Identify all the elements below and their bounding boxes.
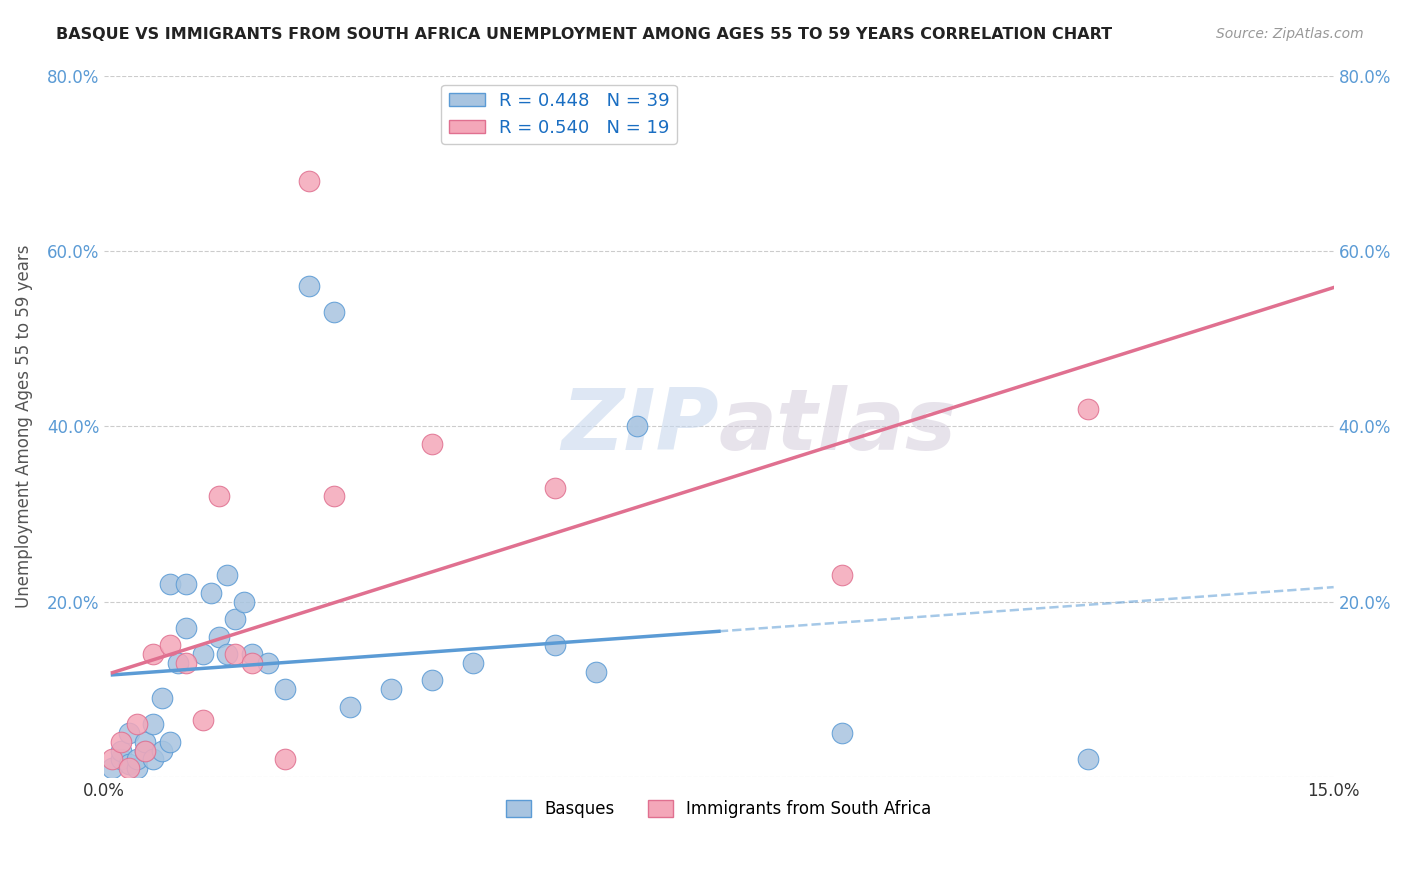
Point	[174, 656, 197, 670]
Point	[420, 436, 443, 450]
Point	[831, 568, 853, 582]
Text: ZIP: ZIP	[561, 384, 718, 467]
Point	[125, 752, 148, 766]
Point	[1077, 752, 1099, 766]
Point	[159, 735, 181, 749]
Point	[240, 656, 263, 670]
Point	[339, 699, 361, 714]
Point	[322, 305, 344, 319]
Point	[273, 752, 295, 766]
Point	[101, 752, 124, 766]
Point	[142, 647, 165, 661]
Point	[134, 743, 156, 757]
Point	[224, 612, 246, 626]
Point	[208, 489, 231, 503]
Point	[142, 752, 165, 766]
Point	[200, 586, 222, 600]
Point	[134, 743, 156, 757]
Point	[118, 726, 141, 740]
Point	[110, 735, 132, 749]
Point	[159, 577, 181, 591]
Point	[232, 594, 254, 608]
Text: BASQUE VS IMMIGRANTS FROM SOUTH AFRICA UNEMPLOYMENT AMONG AGES 55 TO 59 YEARS CO: BASQUE VS IMMIGRANTS FROM SOUTH AFRICA U…	[56, 27, 1112, 42]
Point	[273, 682, 295, 697]
Point	[544, 481, 567, 495]
Point	[544, 639, 567, 653]
Point	[298, 279, 321, 293]
Point	[217, 647, 239, 661]
Point	[191, 713, 214, 727]
Point	[298, 174, 321, 188]
Point	[217, 568, 239, 582]
Point	[257, 656, 280, 670]
Point	[1077, 401, 1099, 416]
Point	[461, 656, 484, 670]
Text: Source: ZipAtlas.com: Source: ZipAtlas.com	[1216, 27, 1364, 41]
Point	[240, 647, 263, 661]
Point	[174, 621, 197, 635]
Point	[118, 761, 141, 775]
Point	[125, 717, 148, 731]
Y-axis label: Unemployment Among Ages 55 to 59 years: Unemployment Among Ages 55 to 59 years	[15, 244, 32, 608]
Point	[191, 647, 214, 661]
Point	[118, 756, 141, 771]
Point	[101, 761, 124, 775]
Point	[110, 752, 132, 766]
Point	[125, 761, 148, 775]
Point	[208, 630, 231, 644]
Point	[150, 690, 173, 705]
Text: atlas: atlas	[718, 384, 957, 467]
Point	[110, 743, 132, 757]
Point	[174, 577, 197, 591]
Point	[420, 673, 443, 688]
Point	[159, 639, 181, 653]
Point	[142, 717, 165, 731]
Point	[134, 735, 156, 749]
Point	[224, 647, 246, 661]
Point	[585, 665, 607, 679]
Point	[831, 726, 853, 740]
Point	[167, 656, 190, 670]
Point	[322, 489, 344, 503]
Legend: Basques, Immigrants from South Africa: Basques, Immigrants from South Africa	[499, 793, 938, 824]
Point	[626, 419, 648, 434]
Point	[380, 682, 402, 697]
Point	[150, 743, 173, 757]
